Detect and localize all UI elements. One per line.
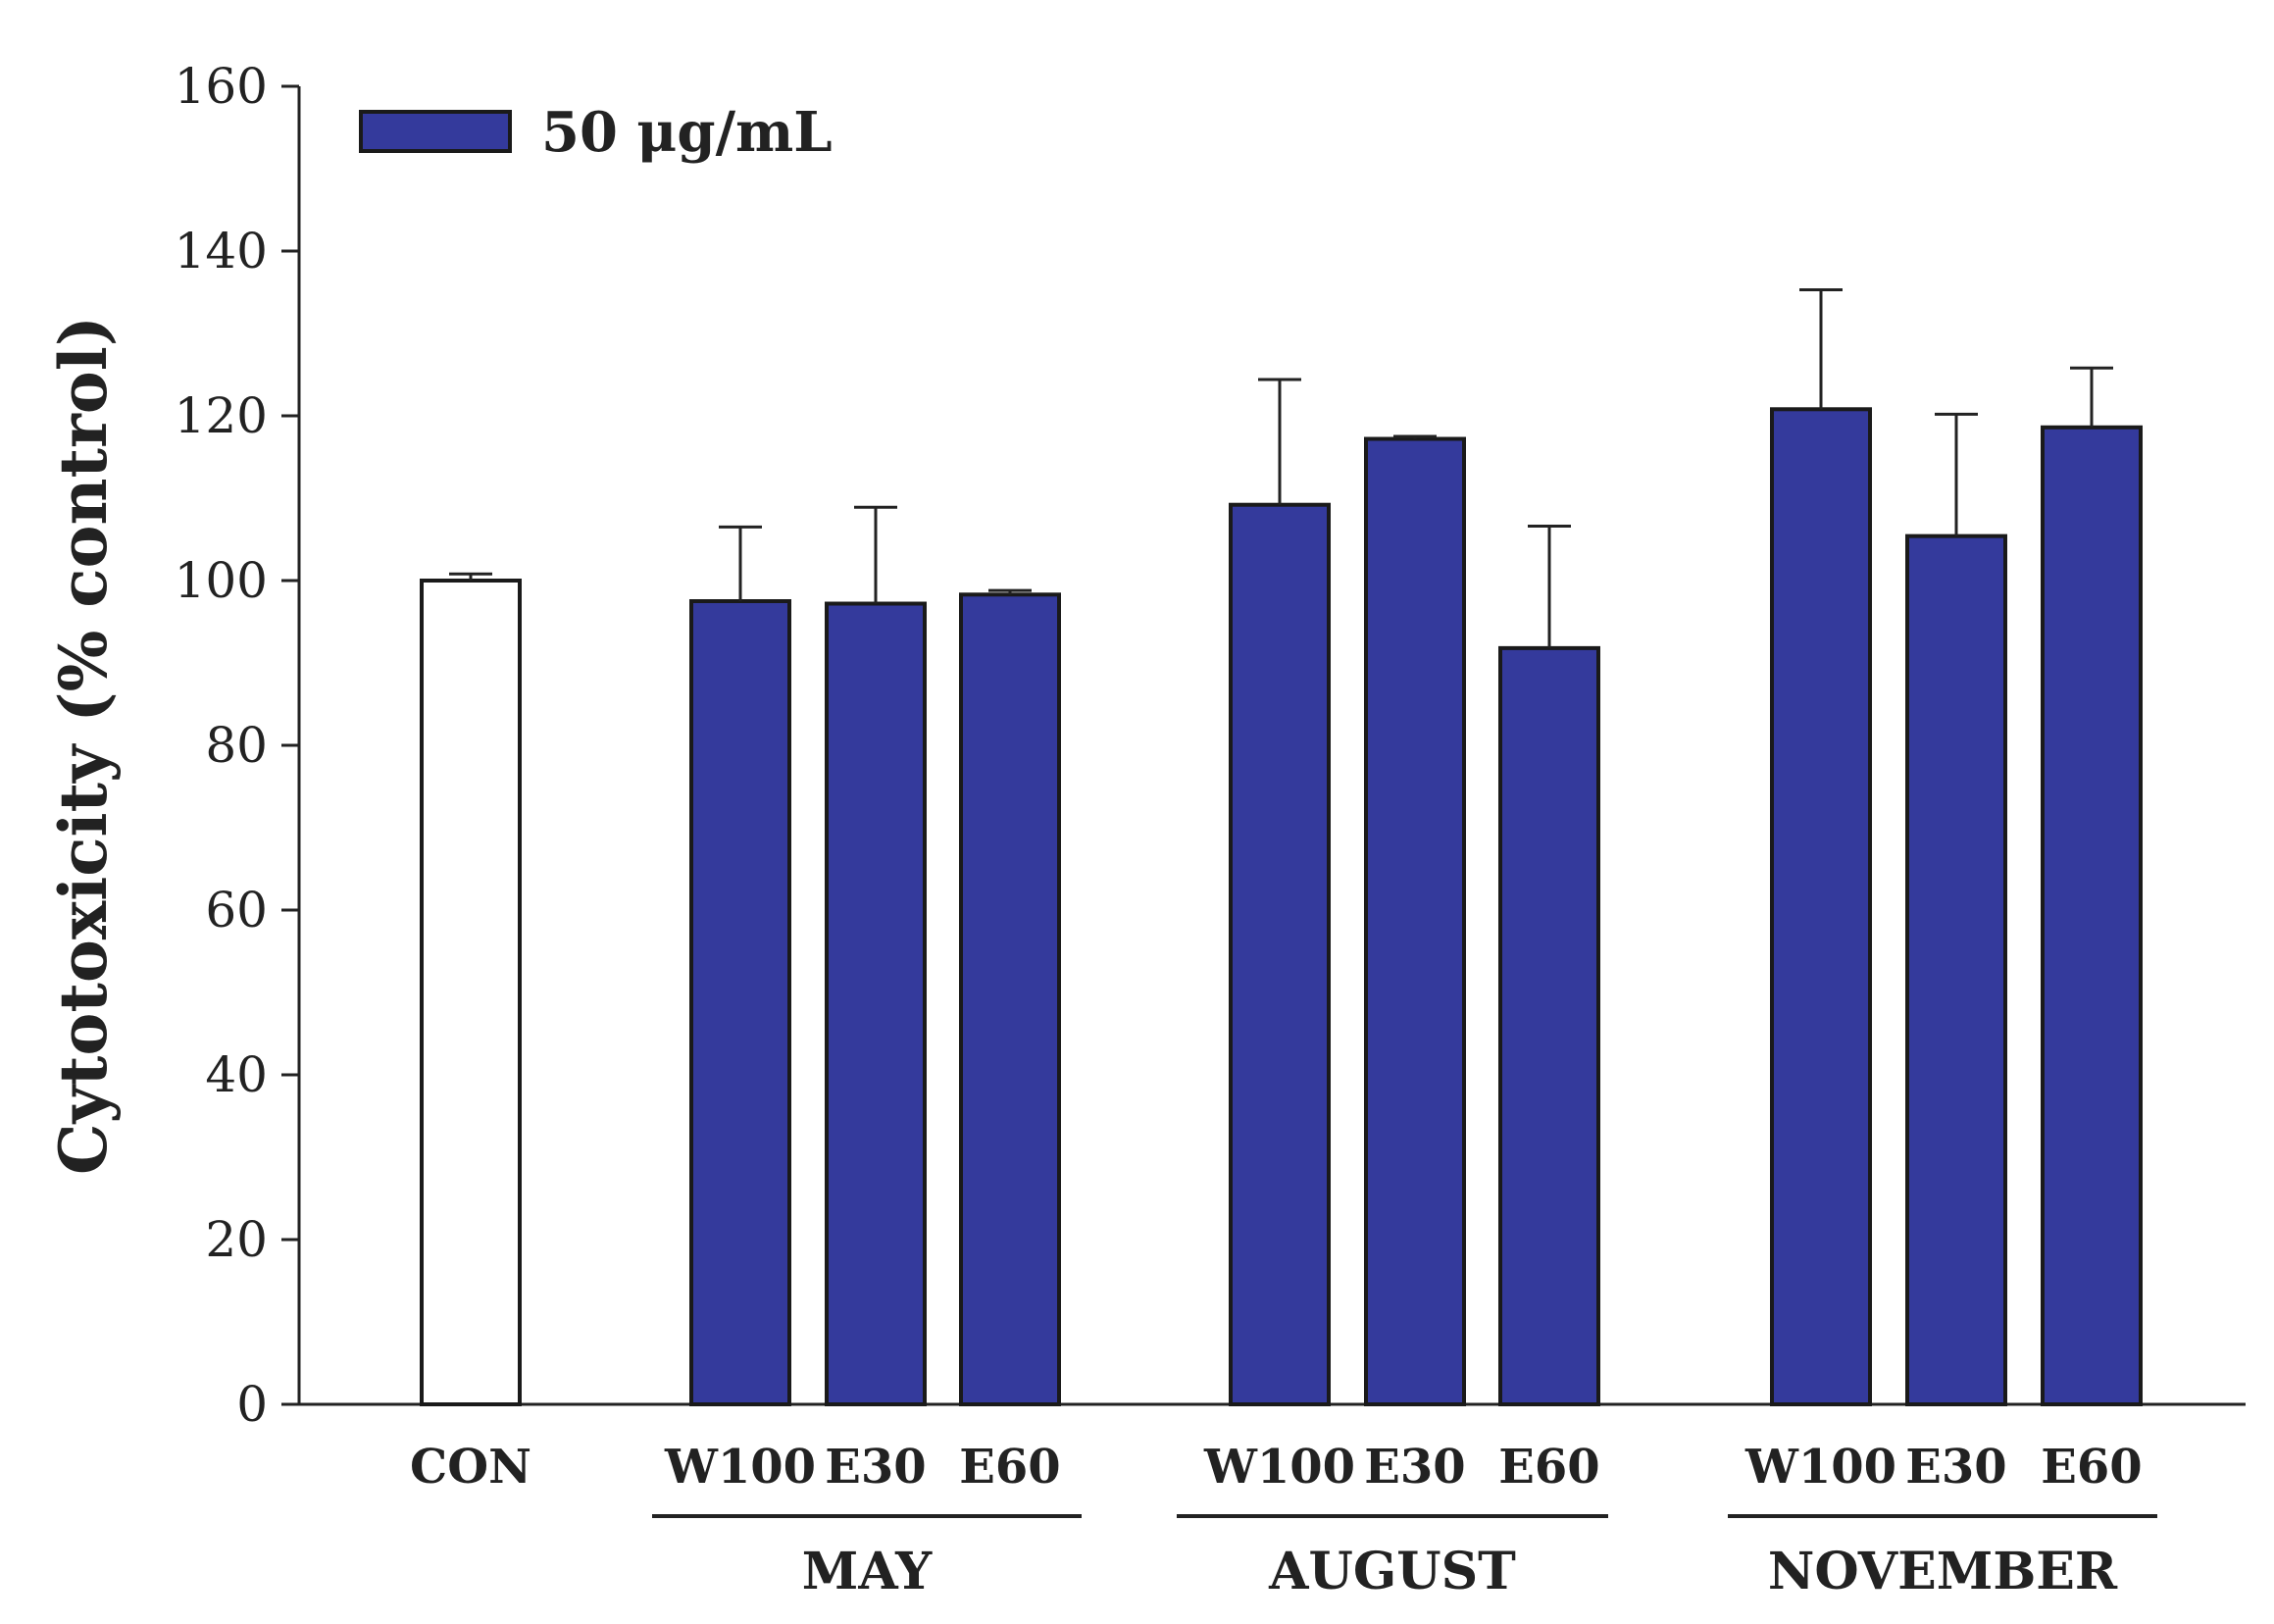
- x-tick-label: CON: [410, 1440, 531, 1495]
- x-tick-label: W100: [1744, 1440, 1896, 1495]
- x-tick-label: E60: [2041, 1440, 2142, 1495]
- bar: [1905, 533, 2007, 1406]
- bar: [1229, 502, 1331, 1406]
- bars: [420, 287, 2143, 1406]
- y-tick-label: 160: [175, 58, 268, 115]
- group-labels: MAY AUGUST NOVEMBER: [652, 1514, 2157, 1601]
- x-tick-label: E30: [1905, 1440, 2006, 1495]
- x-tick-label: W100: [664, 1440, 816, 1495]
- legend: 50 μg/mL: [359, 100, 833, 165]
- y-tick-label: 40: [205, 1046, 268, 1103]
- bar: [825, 601, 927, 1406]
- y-tick-label: 120: [175, 387, 268, 444]
- y-tick-label: 100: [175, 552, 268, 609]
- bar: [959, 592, 1061, 1406]
- bar: [2041, 425, 2143, 1406]
- group-label: MAY: [802, 1542, 933, 1601]
- y-tick-label: 60: [205, 882, 268, 939]
- group-label: AUGUST: [1268, 1542, 1516, 1601]
- bar: [420, 579, 522, 1406]
- x-tick-label: E60: [1498, 1440, 1599, 1495]
- group-label: NOVEMBER: [1768, 1542, 2118, 1601]
- y-tick-label: 140: [175, 223, 268, 279]
- bar: [689, 599, 791, 1406]
- bar: [1498, 645, 1600, 1406]
- x-tick-label: E30: [1364, 1440, 1465, 1495]
- bar: [1364, 436, 1466, 1406]
- y-tick-label: 20: [205, 1211, 268, 1268]
- y-tick-label: 80: [205, 717, 268, 774]
- y-tick-label: 0: [236, 1376, 268, 1433]
- x-axis: CON W100 E30 E60 W100 E30 E60 W100 E30 E60: [299, 1402, 2246, 1495]
- y-axis-title: Cytotoxicity (% control): [45, 316, 122, 1175]
- bar: [1770, 407, 1872, 1406]
- x-tick-label: E30: [825, 1440, 926, 1495]
- x-tick-label: E60: [959, 1440, 1060, 1495]
- legend-label: 50 μg/mL: [541, 100, 833, 165]
- x-tick-label: W100: [1203, 1440, 1355, 1495]
- legend-swatch: [359, 110, 512, 153]
- y-axis: 0 20 40 60 80 100 120 140 160: [175, 58, 301, 1433]
